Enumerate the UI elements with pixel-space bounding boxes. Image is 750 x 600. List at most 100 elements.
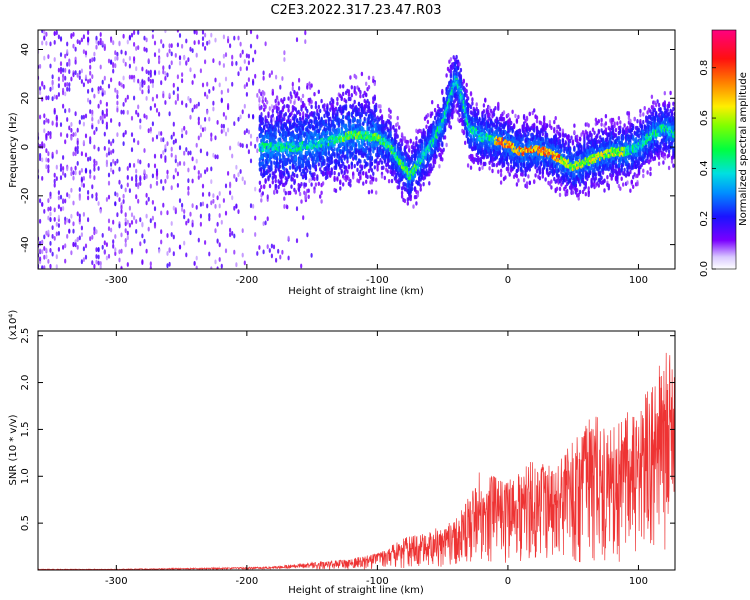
spectrogram-cell: [78, 213, 81, 219]
spectrogram-cell: [57, 214, 61, 220]
spectrogram-cell: [160, 80, 163, 86]
spectrogram-cell: [64, 108, 67, 114]
spectrogram-cell: [271, 91, 274, 96]
spectrogram-cell: [231, 54, 234, 60]
spectrogram-cell: [149, 73, 152, 78]
spectrogram-cell: [174, 207, 177, 213]
spectrogram-cell: [297, 96, 300, 102]
spectrogram-cell: [89, 58, 92, 64]
spectrogram-cell: [62, 206, 65, 211]
spectrogram-cell: [247, 129, 250, 135]
spectrogram-cell: [287, 255, 290, 261]
spectrogram-cell: [64, 82, 67, 88]
spectrogram-cell: [80, 115, 83, 120]
spectrogram-cell: [95, 35, 98, 41]
spectrogram-cell: [252, 80, 255, 86]
spectrogram-cell: [80, 176, 83, 182]
spectrogram-cell: [99, 32, 102, 37]
spectrogram-cell: [72, 242, 75, 248]
spectrogram-cell: [87, 190, 90, 195]
spectrogram-cell: [53, 94, 56, 100]
spectrogram-cell: [178, 244, 182, 250]
spectrogram-cell: [176, 86, 179, 92]
spectrogram-cell: [231, 60, 234, 66]
spectrogram-cell: [55, 164, 58, 170]
spectrogram-cell: [359, 159, 362, 164]
spectrogram-cell: [320, 190, 323, 195]
spectrogram-cell: [183, 55, 186, 61]
spectrogram-cell: [247, 53, 250, 59]
spectrogram-cell: [431, 100, 434, 105]
spectrogram-cell: [197, 237, 200, 243]
spectrogram-cell: [62, 103, 65, 109]
spectrogram-cell: [172, 90, 175, 95]
spectrogram-cell: [441, 157, 444, 162]
spectrogram-cell: [107, 172, 111, 178]
spectrogram-cell: [164, 76, 167, 81]
spectrogram-cell: [336, 177, 339, 182]
spectrogram-cell: [449, 57, 453, 62]
spectrogram-cell: [143, 113, 146, 119]
spectrogram-cell: [274, 134, 277, 140]
spectrogram-cell: [66, 133, 69, 139]
spectrogram-cell: [206, 40, 209, 46]
spectrogram-cell: [162, 150, 165, 155]
spectrogram-cell: [208, 191, 211, 197]
spectrogram-cell: [301, 125, 305, 130]
spectrogram-cell: [68, 69, 71, 74]
spectrogram-cell: [99, 37, 102, 43]
spectrogram-cell: [306, 85, 309, 90]
spectrogram-cell: [126, 110, 129, 115]
spectrogram-cell: [260, 198, 263, 203]
spectrogram-cell: [49, 191, 52, 197]
spectrogram-cell: [339, 186, 342, 191]
spectrogram-cell: [116, 51, 119, 57]
spectrogram-cell: [212, 198, 215, 204]
spectrogram-cell: [178, 198, 182, 204]
spectrogram-cell: [365, 81, 368, 87]
spectrogram-cell: [66, 117, 69, 122]
spectrogram-cell: [218, 203, 221, 209]
spectrogram-cell: [181, 133, 184, 139]
spectrogram-cell: [43, 234, 46, 240]
spectrogram-cell: [469, 104, 473, 110]
spectrogram-cell: [416, 193, 420, 198]
spectrogram-cell: [55, 149, 58, 155]
spectrogram-cell: [258, 96, 261, 101]
spectrogram-cell: [181, 202, 184, 208]
spectrogram-cell: [298, 191, 302, 197]
spectrogram-cell: [128, 74, 131, 80]
spectrogram-cell: [155, 134, 159, 140]
spectrogram-cell: [270, 70, 273, 75]
spectrogram-cell: [268, 183, 272, 189]
spectrogram-cell: [206, 203, 209, 209]
spectrogram-cell: [370, 155, 374, 161]
spectrogram-cell: [68, 218, 71, 224]
spectrogram-cell: [62, 166, 65, 171]
spectrogram-cell: [53, 31, 56, 36]
spectrogram-cell: [118, 40, 121, 46]
spectrogram-cell: [410, 181, 414, 186]
spectrogram-cell: [380, 174, 384, 179]
spectrogram-cell: [316, 108, 319, 114]
spectrogram-cell: [99, 208, 102, 214]
spectrogram-cell: [201, 36, 205, 41]
spectrogram-cell: [151, 215, 154, 221]
spectrogram-cell: [112, 169, 115, 175]
spectrogram-cell: [66, 41, 69, 47]
spectrogram-cell: [252, 114, 255, 119]
spectrogram-cell: [216, 238, 219, 244]
spectrogram-cell: [278, 137, 282, 142]
spectrogram-cell: [45, 31, 48, 37]
spectrogram-cell: [145, 114, 148, 120]
spectrogram-cell: [143, 148, 146, 153]
spectrogram-cell: [118, 257, 121, 263]
spectrogram-cell: [294, 107, 297, 112]
spectrogram-cell: [80, 225, 83, 231]
spectrogram-cell: [406, 201, 409, 206]
spectrogram-cell: [141, 260, 144, 265]
spectrogram-cell: [327, 150, 330, 155]
spectrogram-cell: [74, 59, 77, 65]
spectrogram-cell: [258, 245, 261, 250]
spectrogram-cell: [80, 37, 83, 43]
